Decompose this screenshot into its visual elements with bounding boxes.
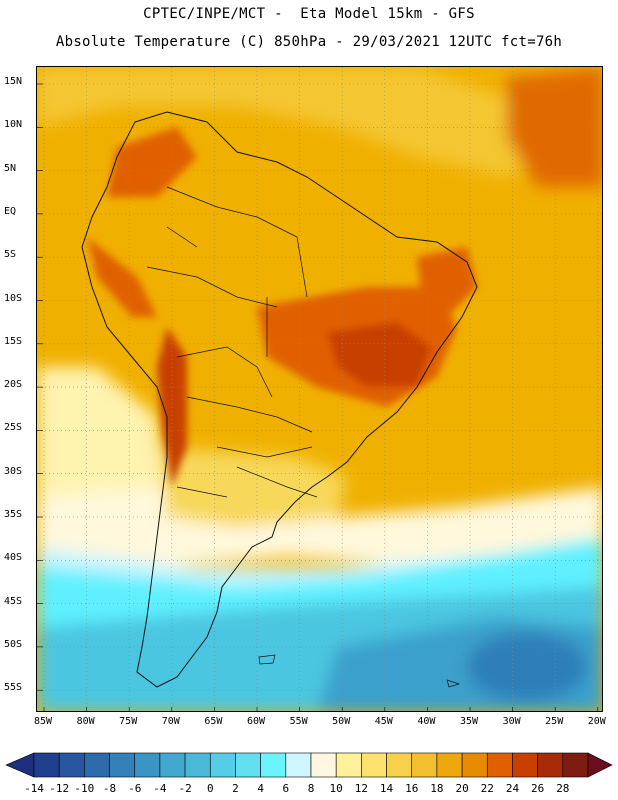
colorbar-swatch xyxy=(386,752,413,778)
lat-label: 25S xyxy=(4,422,23,434)
field-hot-ne-brazil xyxy=(417,247,477,317)
colorbar-tick-label: 12 xyxy=(354,782,368,795)
lon-label: 30W xyxy=(502,716,521,727)
colorbar-tick-label: 8 xyxy=(307,782,315,795)
colorbar-tick-label: 26 xyxy=(531,782,545,795)
field-very-hot-brazil xyxy=(327,322,432,387)
map-title: CPTEC/INPE/MCT - Eta Model 15km - GFS xyxy=(143,6,475,22)
colorbar-swatch xyxy=(537,752,564,778)
colorbar-tick-label: 0 xyxy=(206,782,214,795)
colorbar-swatch xyxy=(109,752,136,778)
colorbar-tick-label: 2 xyxy=(232,782,239,795)
lat-label: 15S xyxy=(4,335,23,347)
lon-label: 45W xyxy=(374,716,393,727)
colorbar-swatch xyxy=(235,752,261,778)
lon-label: 25W xyxy=(545,716,564,727)
south-georgia xyxy=(446,679,461,688)
country-borders xyxy=(146,186,318,498)
colorbar-tick-label: -12 xyxy=(49,782,70,795)
colorbar-tick-label: 24 xyxy=(505,782,520,795)
field-deep-blue xyxy=(467,632,587,702)
lat-label: 55S xyxy=(4,682,23,694)
lat-label: 45S xyxy=(4,595,23,607)
continent-outline xyxy=(81,111,478,688)
colorbar-tick-label: -14 xyxy=(24,782,44,795)
colorbar-swatch xyxy=(461,752,488,778)
colorbar-swatch xyxy=(285,752,312,778)
lat-label: 10N xyxy=(4,119,23,131)
lat-label: 5N xyxy=(4,162,17,174)
colorbar xyxy=(5,752,613,778)
graticule xyxy=(37,67,602,711)
lat-label: 50S xyxy=(4,638,23,650)
colorbar-tick-label: 4 xyxy=(257,782,264,795)
colorbar-tick-label: -4 xyxy=(153,782,167,795)
field-hot-colombia xyxy=(107,127,197,197)
colorbar-swatch xyxy=(335,752,362,778)
colorbar-tick-label: 10 xyxy=(329,782,343,795)
colorbar-tick-label: -2 xyxy=(178,782,192,795)
colorbar-swatch xyxy=(486,752,513,778)
colorbar-swatch xyxy=(33,752,60,778)
colorbar-tick-label: 22 xyxy=(480,782,494,795)
lat-label: 35S xyxy=(4,509,23,520)
colorbar-tick-label: 18 xyxy=(430,782,444,795)
lat-label: 5S xyxy=(4,249,17,261)
colorbar-swatch xyxy=(512,752,538,778)
falkland-islands xyxy=(258,654,276,665)
colorbar-tick-label: 6 xyxy=(282,782,290,795)
colorbar-swatch xyxy=(84,752,110,778)
field-hot-peru xyxy=(87,237,157,317)
lon-label: 65W xyxy=(204,716,223,727)
colorbar-swatch xyxy=(411,752,438,778)
lon-label: 70W xyxy=(161,716,180,727)
colorbar-swatch xyxy=(310,752,337,778)
field-hot-ne xyxy=(507,67,602,187)
colorbar-tick-label: 16 xyxy=(405,782,419,795)
colorbar-swatch xyxy=(159,752,186,778)
lon-label: 40W xyxy=(417,716,436,727)
lon-label: 55W xyxy=(289,716,308,727)
colorbar-tick-label: 28 xyxy=(556,782,570,795)
colorbar-tick-label: -6 xyxy=(128,782,142,795)
temperature-map xyxy=(36,66,603,712)
colorbar-swatch xyxy=(562,752,589,778)
colorbar-swatch xyxy=(361,752,387,778)
lat-label: 30S xyxy=(4,465,23,477)
colorbar-swatch xyxy=(260,752,287,778)
lat-label: EQ xyxy=(4,205,17,217)
lat-label: 10S xyxy=(4,292,23,304)
lon-label: 35W xyxy=(459,716,479,727)
colorbar-tick-label: -8 xyxy=(102,782,117,795)
colorbar-arrow-low xyxy=(5,752,35,778)
colorbar-swatch xyxy=(436,752,463,778)
lon-label: 85W xyxy=(33,716,53,727)
colorbar-swatch xyxy=(184,752,211,778)
lon-label: 60W xyxy=(246,716,266,727)
colorbar-swatch xyxy=(209,752,236,778)
lat-label: 15N xyxy=(4,76,23,87)
lon-label: 20W xyxy=(587,716,606,727)
colorbar-swatch xyxy=(58,752,85,778)
colorbar-arrow-high xyxy=(587,752,613,778)
colorbar-tick-label: -10 xyxy=(74,782,95,795)
lon-label: 50W xyxy=(332,716,351,727)
colorbar-tick-label: 14 xyxy=(379,782,394,795)
colorbar-swatch xyxy=(134,752,161,778)
lat-label: 20S xyxy=(4,379,23,391)
field-yellow-north xyxy=(37,67,557,177)
colorbar-tick-label: 20 xyxy=(455,782,469,795)
lon-label: 75W xyxy=(119,716,138,727)
map-subtitle: Absolute Temperature (C) 850hPa - 29/03/… xyxy=(55,34,563,50)
lon-label: 80W xyxy=(76,716,95,727)
lat-label: 40S xyxy=(4,552,23,564)
